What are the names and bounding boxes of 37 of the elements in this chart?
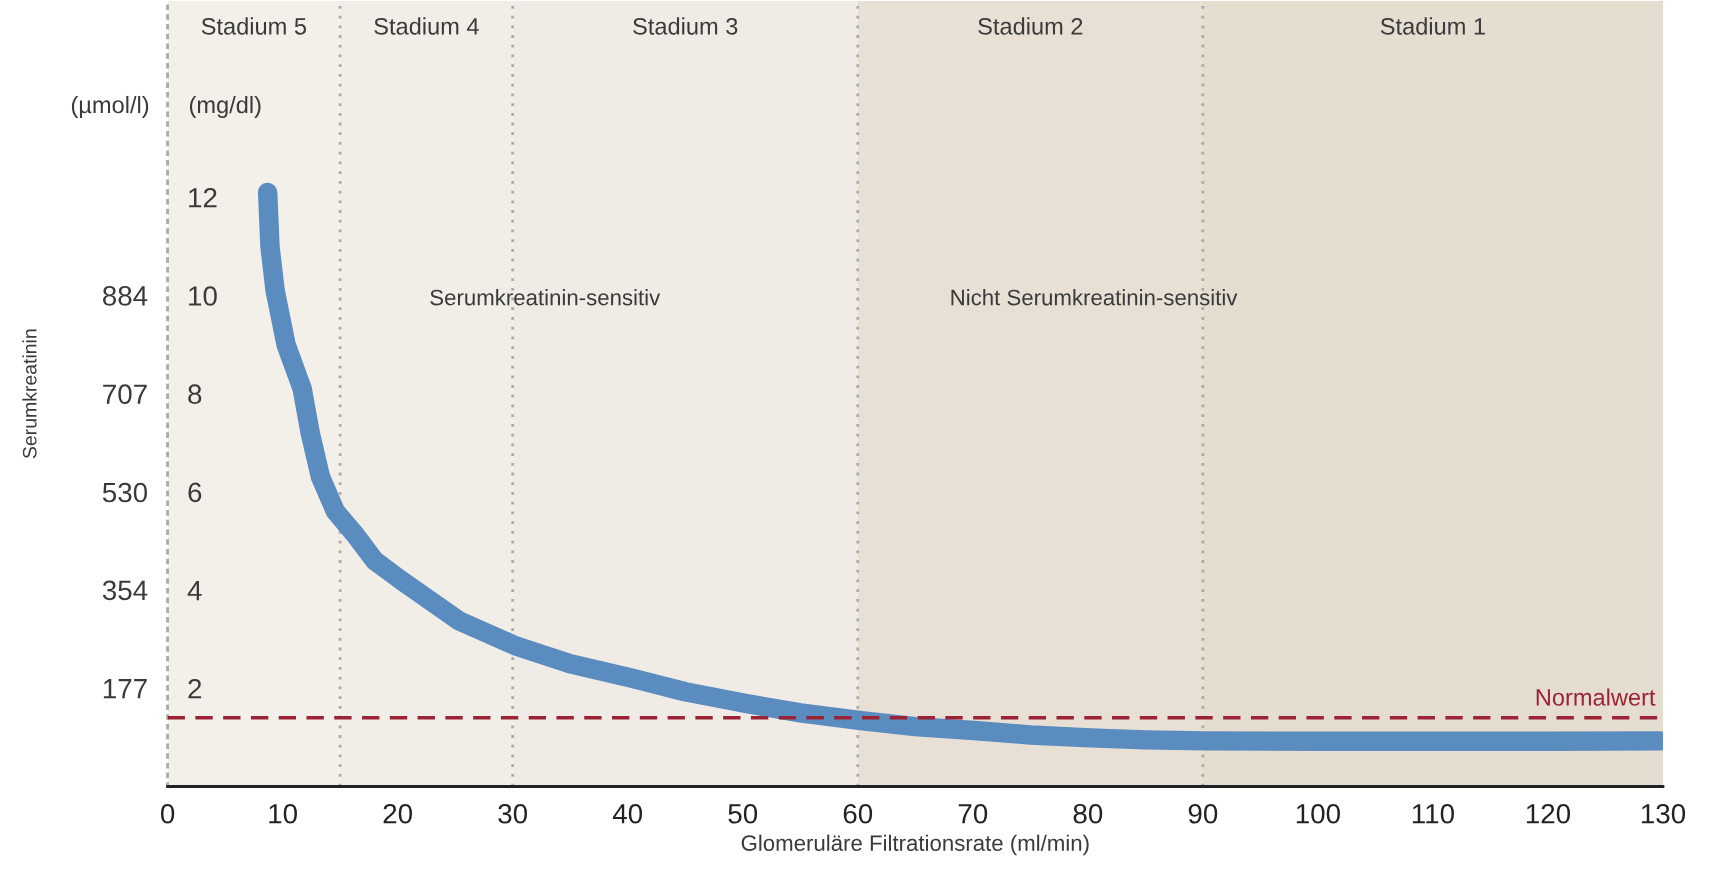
x-tick-label: 120 bbox=[1526, 803, 1571, 824]
y-tick-label: 2 bbox=[188, 678, 202, 699]
x-tick-label: 80 bbox=[1073, 803, 1103, 824]
x-tick-label: 110 bbox=[1412, 803, 1454, 824]
x-tick-label: 0 bbox=[160, 803, 175, 824]
y2-tick-label: 177 bbox=[103, 679, 147, 699]
x-tick-label: 70 bbox=[958, 803, 988, 824]
x-tick-label: 100 bbox=[1296, 803, 1340, 824]
annotation: Nicht Serumkreatinin-sensitiv bbox=[951, 289, 1238, 306]
y2-axis-title: Serumkreatinin bbox=[22, 329, 37, 459]
x-tick-label: 50 bbox=[728, 803, 758, 824]
x-tick-label: 130 bbox=[1641, 803, 1686, 824]
x-tick-label: 20 bbox=[383, 803, 412, 824]
y-tick-label: 8 bbox=[188, 384, 202, 405]
x-tick-label: 10 bbox=[269, 803, 297, 824]
y2-tick-label: 884 bbox=[103, 286, 148, 306]
band-label: Stadium 5 bbox=[201, 17, 307, 35]
y2-tick-label: 530 bbox=[102, 482, 148, 503]
x-tick-label: 40 bbox=[612, 803, 643, 824]
y-tick-label: 12 bbox=[189, 187, 217, 208]
y2-tick-label: 354 bbox=[102, 580, 148, 601]
text: (µmol/l) bbox=[71, 95, 149, 118]
x-tick-label: 60 bbox=[843, 803, 873, 824]
annotation: (mg/dl) bbox=[189, 95, 261, 118]
ref-line-label: Normalwert bbox=[1536, 688, 1656, 706]
band-label: Stadium 1 bbox=[1380, 17, 1485, 35]
y2-tick-label: 707 bbox=[103, 384, 147, 405]
y-tick-label: 6 bbox=[188, 482, 202, 503]
band-label: Stadium 2 bbox=[978, 17, 1083, 35]
band-label: Stadium 3 bbox=[633, 17, 738, 35]
annotation: Serumkreatinin-sensitiv bbox=[430, 289, 661, 306]
x-axis-title: Glomeruläre Filtrationsrate (ml/min) bbox=[741, 834, 1089, 856]
y-tick-label: 4 bbox=[187, 581, 202, 601]
band-label: Stadium 4 bbox=[374, 17, 479, 35]
y-tick-label: 10 bbox=[189, 286, 217, 306]
x-tick-label: 30 bbox=[498, 803, 528, 824]
x-tick-label: 90 bbox=[1188, 803, 1218, 824]
